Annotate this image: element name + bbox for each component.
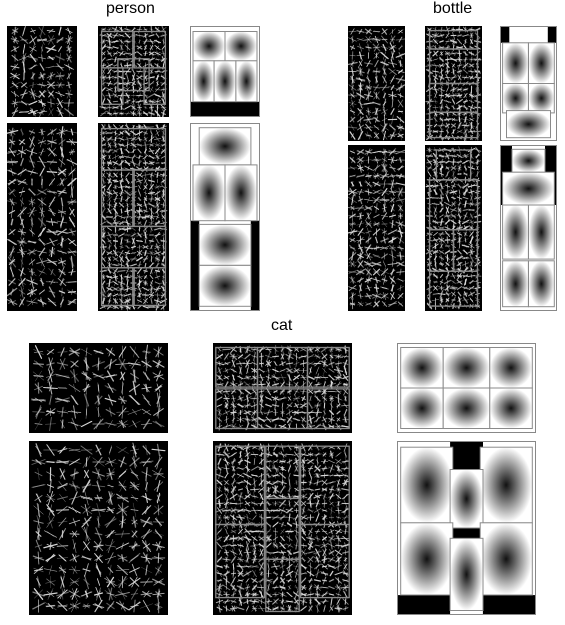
category-label-cat: cat [271,317,293,334]
category-label-person: person [106,0,155,17]
bottle-parts-hog-top [425,26,482,141]
person-root-hog-top [7,26,77,117]
cat-root-hog-top [29,343,168,433]
person-parts-hog-bottom [98,123,169,311]
cat-deformation-top [397,343,536,433]
bottle-root-hog-bottom [348,145,405,311]
cat-deformation-bottom [397,441,536,615]
cat-parts-hog-bottom [213,441,352,615]
person-deformation-bottom [190,123,260,311]
person-root-hog-bottom [7,123,77,311]
footer-strip [0,615,565,625]
bottle-deformation-top [500,26,557,141]
bottle-deformation-bottom [500,145,557,311]
bottle-root-hog-top [348,26,405,141]
cat-root-hog-bottom [29,441,168,615]
category-label-bottle: bottle [433,0,473,17]
cat-parts-hog-top [213,343,352,433]
bottle-parts-hog-bottom [425,145,482,311]
person-deformation-top [190,26,260,117]
person-parts-hog-top [98,26,169,117]
